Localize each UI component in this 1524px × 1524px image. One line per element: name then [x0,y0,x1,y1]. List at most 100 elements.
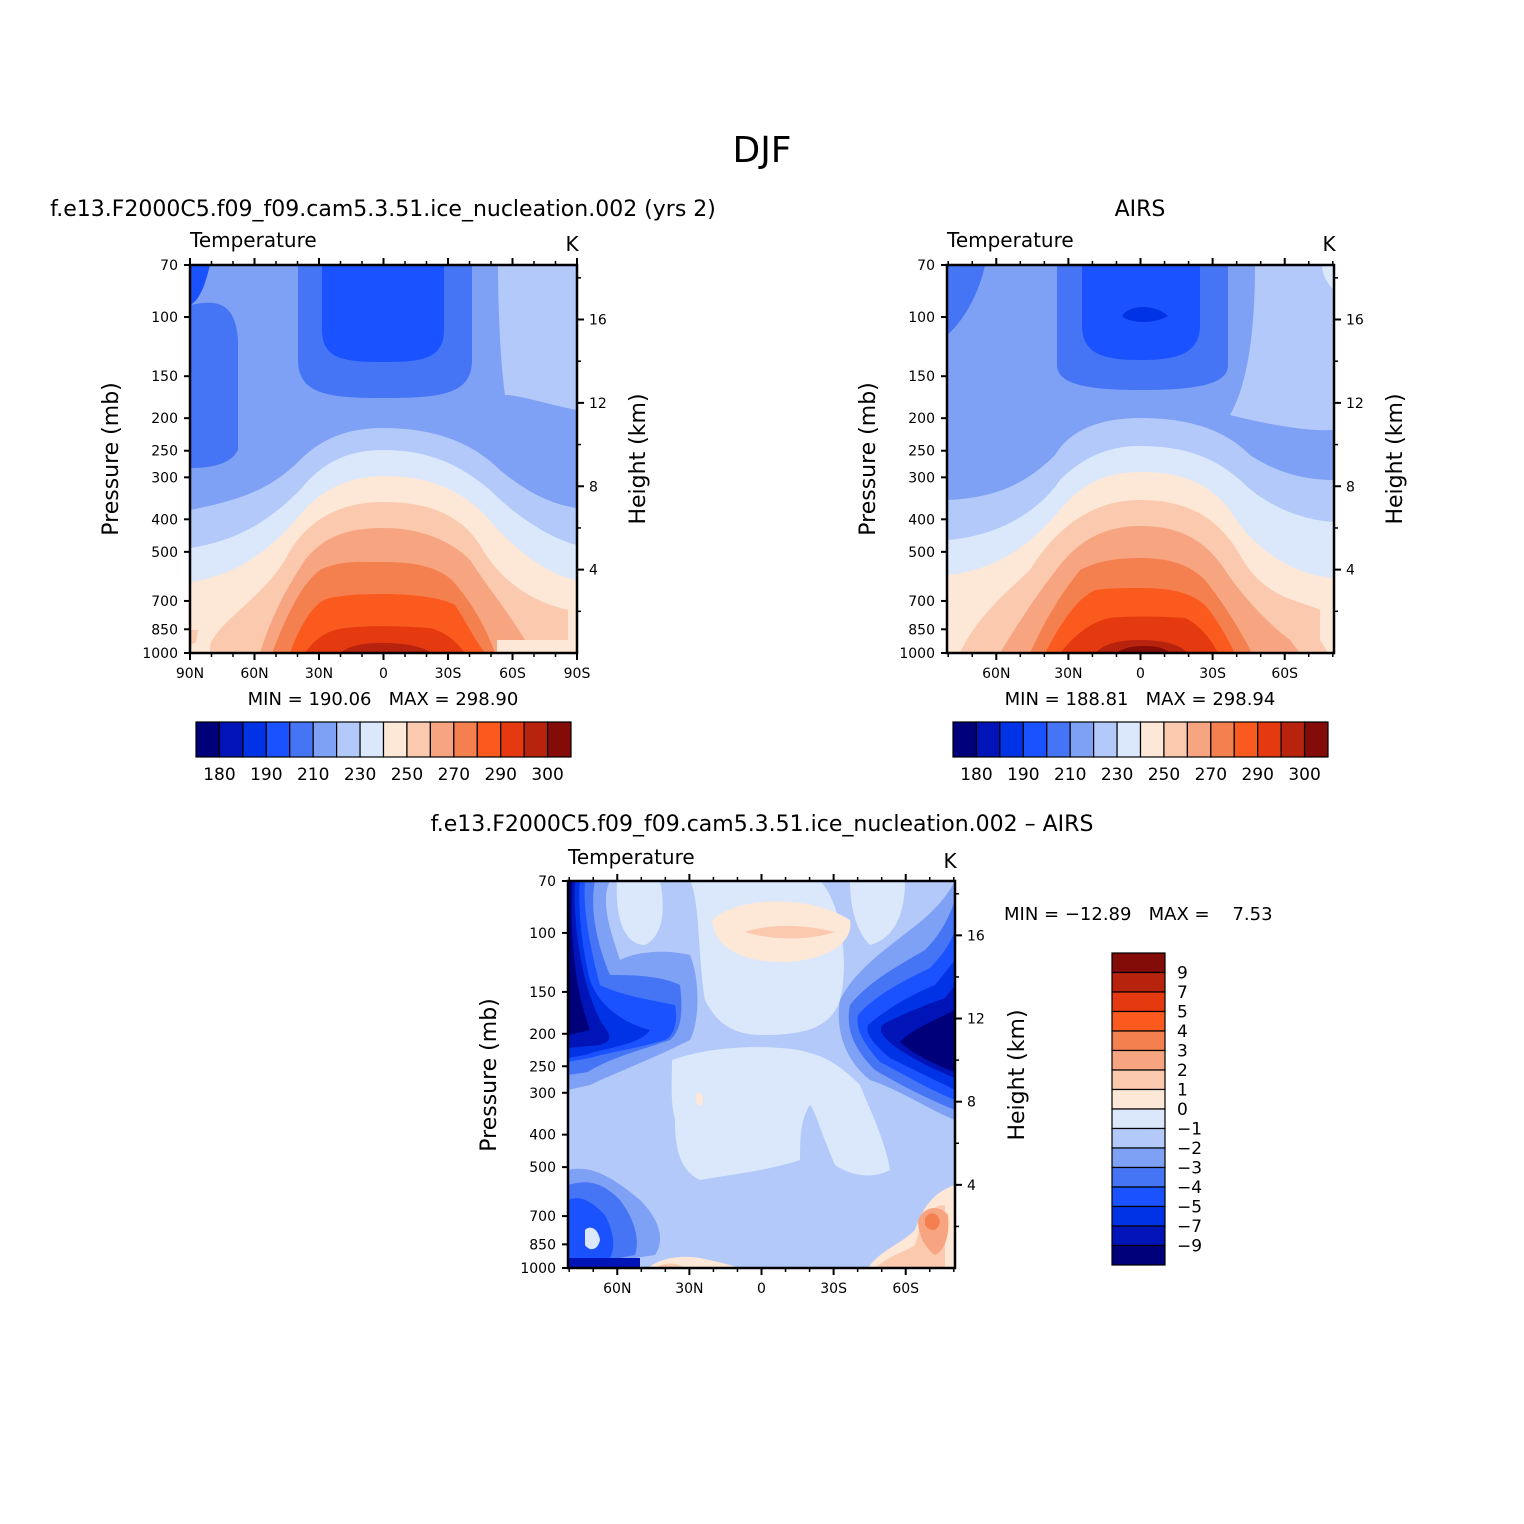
pressure-tick-label: 200 [908,411,935,427]
colorbar-label: 3 [1177,1042,1188,1062]
colorbar-swatch [1111,1108,1166,1130]
colorbar-swatch [453,721,478,758]
lat-tick-label: 60S [892,1281,919,1297]
panel-model-lat-axis: 90N 60N 30N 0 30S 60S 90S [176,258,590,682]
height-tick-label: 4 [967,1178,976,1194]
pressure-tick-label: 400 [151,512,178,528]
colorbar-label: −4 [1177,1178,1202,1198]
colorbar-label: −1 [1177,1120,1202,1140]
panel-obs-minmax: MIN = 188.81 MAX = 298.94 [1005,689,1276,710]
colorbar-swatch [1163,721,1188,758]
pressure-tick-label: 500 [529,1160,556,1176]
panel-model-units: K [565,232,579,256]
panel-diff-ylabel: Pressure (mb) [477,998,502,1152]
panel-diff-pressure-axis: 70 100 150 200 250 300 400 500 700 850 1000 [520,874,568,1277]
colorbar-label: 300 [531,765,563,785]
colorbar-swatch [1111,1147,1166,1169]
pressure-tick-label: 700 [529,1209,556,1225]
height-tick-label: 12 [967,1012,985,1028]
colorbar-swatch [546,721,572,758]
colorbar-swatch [382,721,408,758]
colorbar-swatch [336,721,361,758]
panel-model-title: f.e13.F2000C5.f09_f09.cam5.3.51.ice_nucl… [50,197,716,222]
colorbar-label: 180 [203,765,235,785]
colorbar-label: −5 [1177,1198,1202,1218]
colorbar-swatch [1111,1205,1166,1227]
colorbar-swatch [1046,721,1071,758]
panel-obs-height-axis: 16 12 8 4 [1334,277,1364,613]
pressure-tick-label: 150 [529,985,556,1001]
lat-tick-label: 30S [820,1281,847,1297]
colorbar-swatch [1111,1049,1166,1071]
colorbar-label: 270 [1195,765,1227,785]
panel-obs-field [947,265,1334,653]
colorbar-swatch [1111,1186,1166,1208]
pressure-tick-label: 300 [151,470,178,486]
colorbar-swatch [1111,1166,1166,1188]
panel-diff-y2label: Height (km) [1005,1009,1030,1140]
panel-diff-minmax: MIN = −12.89 MAX = 7.53 [1004,904,1273,925]
height-tick-label: 8 [967,1095,976,1111]
panel-obs-lat-axis: 60N 30N 0 30S 60S [947,258,1334,682]
pressure-tick-label: 700 [908,594,935,610]
panel-diff-units: K [943,849,957,873]
lat-tick-label: 60N [603,1281,631,1297]
panel-obs-title: AIRS [1115,197,1166,222]
colorbar-swatch [289,721,314,758]
pressure-tick-label: 250 [908,444,935,460]
pressure-tick-label: 250 [529,1059,556,1075]
lat-tick-label: 30N [675,1281,703,1297]
colorbar-label: −3 [1177,1159,1202,1179]
pressure-tick-label: 100 [908,310,935,326]
pressure-tick-label: 700 [151,594,178,610]
panel-diff-variable: Temperature [567,845,695,869]
colorbar-swatch [312,721,338,758]
colorbar-label: 250 [1148,765,1180,785]
colorbar-swatch [1257,721,1282,758]
colorbar-swatch [1111,1088,1166,1110]
height-tick-label: 4 [589,563,598,579]
colorbar-swatch [1303,721,1329,758]
colorbar-swatch [1139,721,1165,758]
colorbar-label: 250 [391,765,423,785]
colorbar-swatch [429,721,455,758]
panel-model-field [190,265,577,653]
panel-model: f.e13.F2000C5.f09_f09.cam5.3.51.ice_nucl… [50,197,716,785]
panel-obs-ylabel: Pressure (mb) [856,382,881,536]
colorbar-swatch [1280,721,1306,758]
colorbar-swatch [476,721,502,758]
colorbar-swatch [1022,721,1048,758]
pressure-tick-label: 400 [908,512,935,528]
colorbar-label: 4 [1177,1022,1188,1042]
pressure-tick-label: 150 [908,369,935,385]
lat-tick-label: 0 [379,666,388,682]
pressure-tick-label: 500 [908,545,935,561]
height-tick-label: 8 [1346,479,1355,495]
pressure-tick-label: 150 [151,369,178,385]
colorbar-label: −9 [1177,1237,1202,1257]
height-tick-label: 16 [967,928,985,944]
pressure-tick-label: 1000 [520,1261,556,1277]
panel-diff-field [568,881,955,1268]
lat-tick-label: 60S [1271,666,1298,682]
colorbar-swatch [1111,971,1166,993]
colorbar-label: 290 [484,765,516,785]
colorbar-swatch [242,721,267,758]
colorbar-label: 290 [1241,765,1273,785]
colorbar-swatch [1111,991,1166,1013]
height-tick-label: 16 [1346,313,1364,329]
lat-tick-label: 0 [1136,666,1145,682]
colorbar-swatch [359,721,385,758]
colorbar-swatch [952,721,978,758]
pressure-tick-label: 500 [151,545,178,561]
colorbar-swatch [1210,721,1235,758]
panel-obs-units: K [1322,232,1336,256]
colorbar-label: 190 [1007,765,1039,785]
colorbar-label: 230 [344,765,376,785]
lat-tick-label: 30N [1054,666,1082,682]
pressure-tick-label: 100 [151,310,178,326]
lat-tick-label: 30S [1199,666,1226,682]
colorbar-label: 180 [960,765,992,785]
pressure-tick-label: 200 [151,411,178,427]
